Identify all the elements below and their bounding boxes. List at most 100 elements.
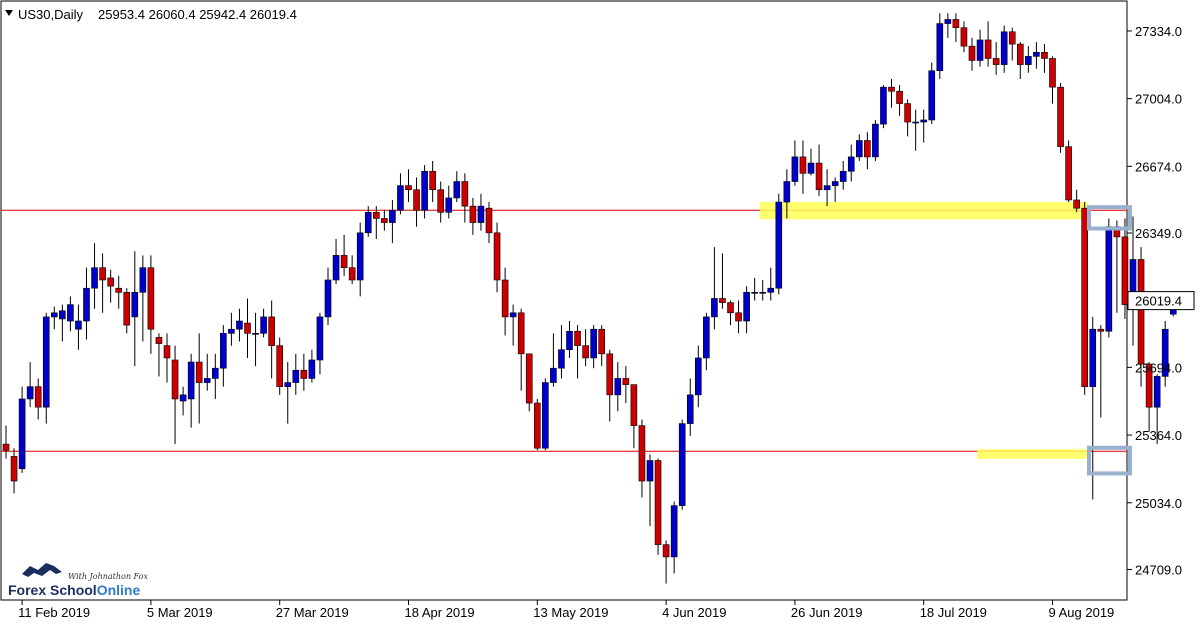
candle-body <box>26 386 34 400</box>
current-price-box <box>1127 291 1195 311</box>
candle-body <box>1057 86 1064 147</box>
candle-body <box>34 386 42 408</box>
candle-body <box>2 443 10 451</box>
candle-body <box>316 316 324 361</box>
level-markers <box>1087 205 1132 476</box>
time-tick-label: 27 Mar 2019 <box>276 605 349 620</box>
candle-body <box>348 267 356 281</box>
candle-body <box>590 328 597 359</box>
bull-bear-logo-icon <box>22 563 62 577</box>
candle-body <box>99 267 106 281</box>
candle-body <box>437 189 445 213</box>
candle-body <box>220 333 227 369</box>
candle-body <box>292 369 300 383</box>
candle-body <box>50 312 58 318</box>
price-tick-label: 26349.0 <box>1135 226 1182 241</box>
candle-body <box>847 156 855 172</box>
time-tick-label: 5 Mar 2019 <box>147 605 213 620</box>
symbol-menu-triangle-icon[interactable] <box>5 10 13 16</box>
candle-body <box>163 345 171 359</box>
candle-body <box>1145 363 1153 408</box>
candle-body <box>115 287 122 293</box>
forex-school-logo: With Johnathon Fox Forex SchoolOnline <box>8 563 148 598</box>
ohlc-readout: 25953.4 26060.4 25942.4 26019.4 <box>98 7 297 22</box>
price-tick-label: 27334.0 <box>1135 24 1182 39</box>
candle-body <box>694 357 702 396</box>
candle-body <box>759 291 767 294</box>
candle-body <box>992 58 1000 65</box>
candle-body <box>598 328 606 355</box>
candle-body <box>59 310 66 320</box>
candle-body <box>550 367 557 383</box>
candle-body <box>187 361 195 400</box>
candle-body <box>815 162 823 191</box>
candle-body <box>799 156 807 174</box>
candle-body <box>743 291 750 322</box>
time-tick-label: 11 Feb 2019 <box>18 605 90 620</box>
candle-body <box>928 70 936 121</box>
price-tick-label: 25034.0 <box>1135 496 1182 511</box>
candle-body <box>622 378 630 385</box>
level-marker-box <box>1087 445 1132 476</box>
candle-body <box>1089 328 1097 387</box>
candle-body <box>1016 43 1024 65</box>
candle-body <box>1153 376 1161 408</box>
candle-body <box>42 316 50 408</box>
level-marker-box <box>1087 205 1132 231</box>
time-tick-label: 4 Jun 2019 <box>662 605 726 620</box>
candle-body <box>880 86 887 125</box>
candle-body <box>646 460 654 482</box>
symbol-timeframe: US30,Daily <box>18 7 84 22</box>
candle-body <box>791 156 799 182</box>
candle-body <box>501 279 509 318</box>
candle-body <box>123 291 131 326</box>
candle-body <box>147 267 155 330</box>
candle-body <box>896 90 903 104</box>
candle-body <box>1105 226 1113 332</box>
candle-body <box>1137 259 1145 365</box>
candle-body <box>678 423 686 506</box>
candle-body <box>364 211 372 234</box>
logo-tagline: With Johnathon Fox <box>68 572 148 581</box>
candle-body <box>864 140 871 158</box>
candle-body <box>654 460 662 545</box>
candle-body <box>767 287 775 293</box>
candle-body <box>904 103 911 123</box>
candle-body <box>944 19 952 24</box>
candle-body <box>1065 146 1072 201</box>
candle-body <box>703 316 710 359</box>
price-tick-label: 26674.0 <box>1135 159 1182 174</box>
candle-body <box>260 316 267 334</box>
candle-body <box>340 255 348 268</box>
candle-body <box>18 398 26 470</box>
candle-body <box>1025 56 1032 65</box>
candle-body <box>10 456 18 482</box>
candle-body <box>775 201 783 289</box>
candle-body <box>606 353 614 396</box>
time-tick-label: 13 May 2019 <box>533 605 608 620</box>
candle-body <box>783 181 791 203</box>
candle-body <box>308 359 316 379</box>
candle-body <box>542 382 549 449</box>
candle-body <box>662 544 670 558</box>
candle-body <box>195 361 203 383</box>
candle-body <box>855 140 863 158</box>
candle-body <box>509 312 517 318</box>
candle-body <box>236 320 243 330</box>
candle-body <box>203 378 211 383</box>
candle-body <box>735 312 742 322</box>
candle-body <box>300 369 308 379</box>
candle-body <box>1073 199 1080 209</box>
price-tick-label: 24709.0 <box>1135 562 1182 577</box>
candle-body <box>670 505 678 558</box>
price-tick-label: 27004.0 <box>1135 92 1182 107</box>
candle-body <box>389 209 396 223</box>
highlight-zone <box>977 449 1088 459</box>
price-tick-label: 25364.0 <box>1135 428 1182 443</box>
candle-body <box>533 402 541 449</box>
time-tick-label: 26 Jun 2019 <box>791 605 863 620</box>
candle-body <box>582 345 589 359</box>
current-price-label: 26019.4 <box>1135 294 1182 309</box>
candle-body <box>574 330 581 346</box>
